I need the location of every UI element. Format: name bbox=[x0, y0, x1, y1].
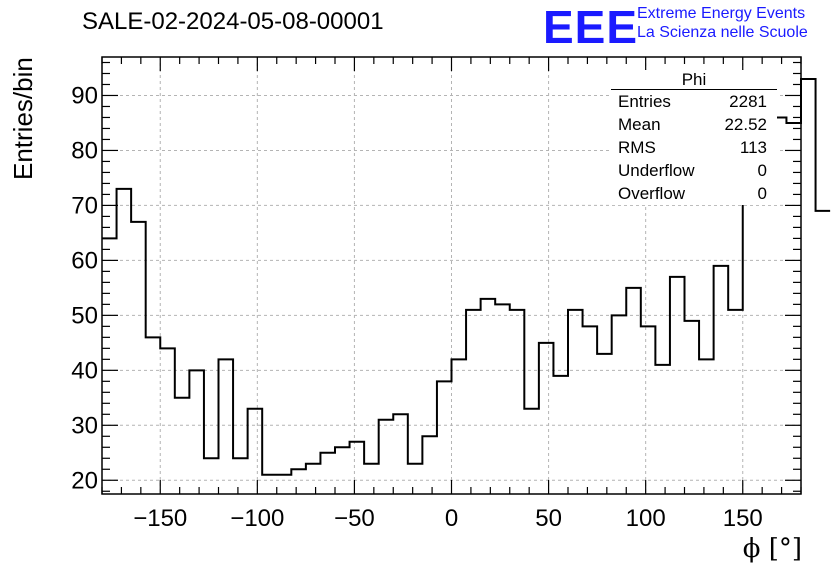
stats-label: Entries bbox=[618, 92, 671, 111]
axis-ticks bbox=[101, 57, 802, 494]
histogram-bin bbox=[219, 359, 234, 494]
histogram-bin bbox=[714, 266, 729, 494]
histogram-bin bbox=[204, 458, 219, 494]
y-tick-label: 90 bbox=[71, 82, 98, 109]
histogram-bin bbox=[452, 359, 467, 494]
histogram-bin bbox=[524, 409, 539, 494]
histogram-bin bbox=[262, 475, 277, 494]
histogram-bin bbox=[553, 376, 568, 494]
y-axis-label: Entries/bin bbox=[8, 57, 38, 180]
y-tick-label: 40 bbox=[71, 357, 98, 384]
stats-row: Overflow 0 bbox=[611, 182, 777, 205]
histogram-bin bbox=[699, 359, 714, 494]
histogram-bin bbox=[743, 194, 758, 494]
histogram-bin bbox=[466, 310, 481, 494]
histogram-bin bbox=[277, 475, 292, 494]
histogram-bin bbox=[422, 436, 437, 494]
histogram-bin bbox=[306, 464, 321, 494]
logo-line-2: La Scienza nelle Scuole bbox=[637, 24, 808, 41]
y-tick-label: 50 bbox=[71, 302, 98, 329]
y-tick-label: 20 bbox=[71, 467, 98, 494]
stats-row: Mean 22.52 bbox=[611, 113, 777, 136]
histogram-bin bbox=[597, 354, 612, 494]
x-tick-label: −50 bbox=[334, 505, 375, 532]
histogram-bin bbox=[670, 277, 685, 494]
y-tick-label: 60 bbox=[71, 247, 98, 274]
histogram-bin bbox=[728, 310, 743, 494]
histogram-outline bbox=[102, 77, 831, 476]
histogram-bin bbox=[189, 370, 204, 494]
x-tick-label: 100 bbox=[626, 505, 666, 532]
stats-label: RMS bbox=[618, 138, 656, 157]
histogram-bin bbox=[408, 464, 423, 494]
y-tick-label: 80 bbox=[71, 137, 98, 164]
x-tick-label: −150 bbox=[133, 505, 187, 532]
x-tick-label: −100 bbox=[230, 505, 284, 532]
stats-value: 22.52 bbox=[724, 115, 767, 134]
stats-value: 0 bbox=[757, 161, 767, 180]
histogram-bin bbox=[641, 326, 656, 494]
histogram-bin bbox=[612, 315, 627, 494]
histogram-bin bbox=[160, 348, 175, 494]
histogram-bin bbox=[393, 414, 408, 494]
histogram-bin bbox=[685, 321, 700, 494]
histogram-bin bbox=[626, 288, 641, 494]
histogram-bin bbox=[350, 442, 365, 494]
histogram-bin bbox=[335, 447, 350, 494]
logo-line-1: Extreme Energy Events bbox=[637, 5, 806, 22]
histogram-bin bbox=[481, 299, 496, 494]
y-tick-label: 30 bbox=[71, 412, 98, 439]
histogram-bin bbox=[379, 420, 394, 494]
stats-row: Entries 2281 bbox=[611, 90, 777, 113]
histogram-bin bbox=[655, 365, 670, 494]
stats-label: Overflow bbox=[618, 184, 686, 203]
stats-value: 2281 bbox=[729, 92, 767, 111]
histogram-bin bbox=[801, 79, 816, 494]
chart-title: SALE-02-2024-05-08-00001 bbox=[82, 8, 384, 35]
x-tick-label: 0 bbox=[445, 505, 458, 532]
x-axis-label: ϕ [°] bbox=[742, 534, 802, 564]
histogram-bin bbox=[291, 469, 306, 494]
histogram-bin bbox=[495, 304, 510, 494]
stats-title: Phi bbox=[611, 70, 777, 90]
plot-frame bbox=[101, 56, 802, 495]
histogram-bin bbox=[233, 458, 248, 494]
histogram-bin bbox=[568, 310, 583, 494]
stats-value: 0 bbox=[757, 184, 767, 203]
stats-label: Underflow bbox=[618, 161, 695, 180]
eee-logo: EEE bbox=[543, 1, 639, 53]
histogram-bin bbox=[437, 381, 452, 494]
histogram-bin bbox=[364, 464, 379, 494]
histogram-bin bbox=[146, 337, 161, 494]
logo-caption: Extreme Energy Events La Scienza nelle S… bbox=[637, 4, 808, 42]
y-tick-label: 70 bbox=[71, 192, 98, 219]
histogram-bin bbox=[117, 189, 132, 494]
histogram-bin bbox=[510, 310, 525, 494]
x-tick-label: 50 bbox=[535, 505, 562, 532]
histogram-bin bbox=[539, 343, 554, 494]
histogram-bin bbox=[816, 211, 831, 494]
histogram-bin bbox=[320, 453, 335, 494]
stats-label: Mean bbox=[618, 115, 661, 134]
histogram-bin bbox=[102, 238, 117, 494]
stats-row: Underflow 0 bbox=[611, 159, 777, 182]
stats-row: RMS 113 bbox=[611, 136, 777, 159]
stats-box: Phi Entries 2281 Mean 22.52 RMS 113 Unde… bbox=[611, 70, 777, 205]
histogram-bin bbox=[248, 409, 263, 494]
histogram-bin bbox=[583, 326, 598, 494]
tick-labels: −150 −100 −50 0 50 100 150 20 30 40 50 60 70 80 90 bbox=[71, 82, 762, 532]
histogram-bin bbox=[131, 222, 146, 494]
x-tick-label: 150 bbox=[723, 505, 763, 532]
stats-value: 113 bbox=[739, 138, 767, 157]
histogram-bin bbox=[786, 123, 801, 494]
histogram-bin bbox=[175, 398, 190, 494]
